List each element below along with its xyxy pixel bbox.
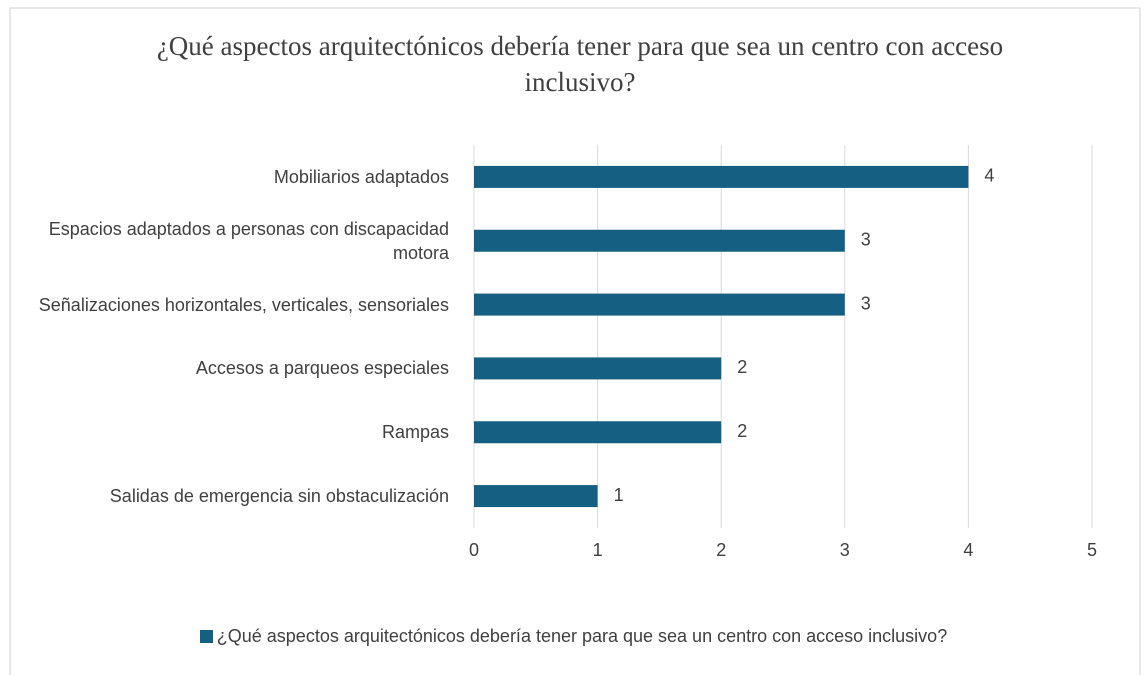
legend-swatch xyxy=(199,630,213,643)
data-label: 2 xyxy=(737,421,747,441)
data-label: 4 xyxy=(984,166,994,186)
y-tick-label: Señalizaciones horizontales, verticales,… xyxy=(38,294,449,315)
x-tick-label: 5 xyxy=(1087,540,1097,560)
y-tick-label: Rampas xyxy=(381,422,449,443)
data-label: 3 xyxy=(861,293,871,313)
x-tick-label: 1 xyxy=(593,540,603,560)
chart-title: ¿Qué aspectos arquitectónicos debería te… xyxy=(156,31,1004,97)
legend: ¿Qué aspectos arquitectónicos debería te… xyxy=(0,626,1147,647)
data-label: 3 xyxy=(861,230,871,250)
y-tick-label: Salidas de emergencia sin obstaculizació… xyxy=(109,486,449,507)
y-tick-label: Accesos a parqueos especiales xyxy=(195,358,449,379)
y-tick-label: Espacios adaptados a personas con discap… xyxy=(48,218,449,263)
bar xyxy=(474,165,969,188)
bar xyxy=(474,229,845,252)
data-label: 1 xyxy=(614,485,624,505)
bar xyxy=(474,421,722,444)
y-tick-label: Mobiliarios adaptados xyxy=(273,166,449,187)
bar xyxy=(474,485,598,508)
x-tick-label: 0 xyxy=(469,540,479,560)
bar xyxy=(474,357,722,380)
x-tick-label: 4 xyxy=(963,540,973,560)
legend-label: ¿Qué aspectos arquitectónicos debería te… xyxy=(216,626,948,646)
data-label: 2 xyxy=(737,357,747,377)
frame xyxy=(9,7,1141,675)
x-tick-label: 2 xyxy=(716,540,726,560)
x-tick-label: 3 xyxy=(840,540,850,560)
bar xyxy=(474,293,845,316)
